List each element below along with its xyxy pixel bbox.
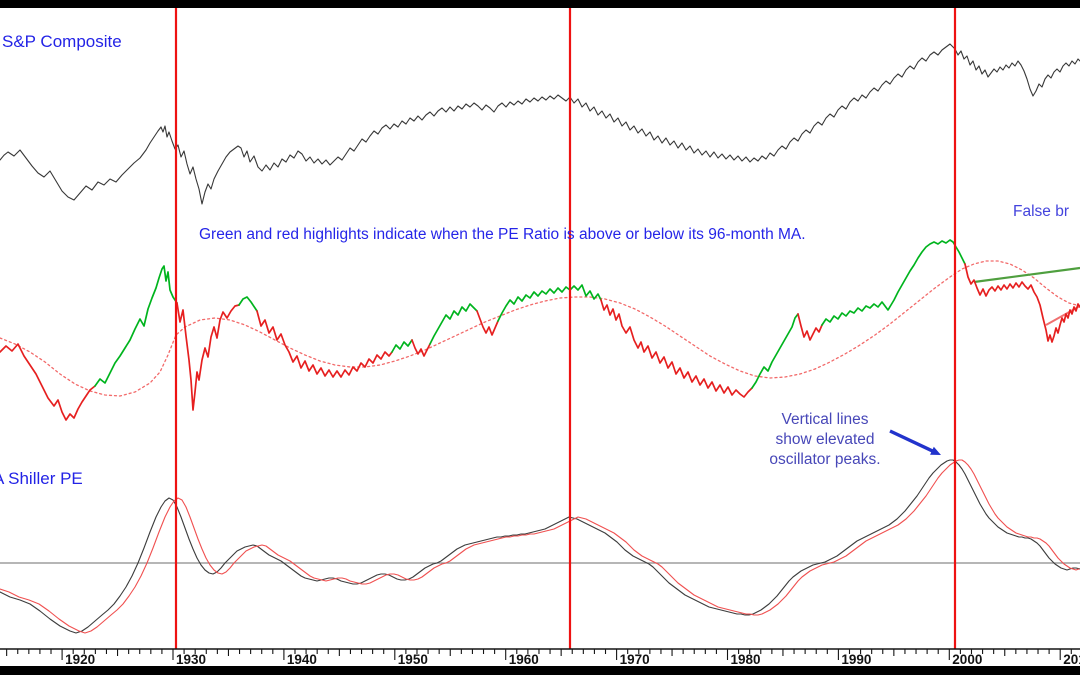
pe-ratio-segment-red [176, 302, 240, 411]
letterbox-bottom [0, 666, 1080, 675]
vertical-lines-note-line2: show elevated [775, 431, 875, 448]
pe-ratio-segment-green [429, 303, 478, 345]
x-tick-label: 1920 [65, 652, 95, 667]
pe-96month-ma-line [0, 260, 1080, 397]
pe-ratio-segment-red [256, 310, 393, 378]
x-tick-label: 1960 [509, 652, 539, 667]
oscillator-black-line [0, 459, 1080, 634]
sp-composite-line [0, 43, 1080, 205]
pe-ratio-segment-red [476, 310, 499, 336]
x-tick-label: 1980 [731, 652, 761, 667]
pe-ratio-segment-red [964, 263, 1080, 343]
x-tick-label: 1940 [287, 652, 317, 667]
vertical-lines-note-line3: oscillator peaks. [769, 451, 881, 468]
oscillator-red-line [0, 459, 1080, 634]
vertical-lines-note: Vertical lines show elevated oscillator … [756, 410, 894, 470]
pe-ratio-segment-red [600, 299, 753, 398]
x-tick-label: 1930 [176, 652, 206, 667]
pe-ratio-segment-red [411, 339, 431, 357]
pe-highlight-note: Green and red highlights indicate when t… [199, 226, 806, 243]
pe-ratio-segment-red [0, 343, 96, 421]
pe-ratio-segment-green [238, 296, 258, 312]
pe-ratio-segment-green [751, 313, 799, 389]
pe-ratio-segment-green [94, 265, 178, 387]
x-tick-label: 2010 [1063, 652, 1080, 667]
x-tick-label: 1950 [398, 652, 428, 667]
false-breakout-label: False br [1013, 203, 1069, 220]
annotation-arrow-shaft [889, 429, 937, 454]
x-tick-label: 1990 [841, 652, 871, 667]
pe-ratio-segment-green [391, 339, 413, 353]
x-tick-label: 2000 [952, 652, 982, 667]
pe-ratio-segment-red [797, 313, 823, 341]
x-tick-label: 1970 [620, 652, 650, 667]
annotation-arrow-head [930, 446, 941, 455]
sp-composite-label: S&P Composite [2, 32, 122, 51]
pe-ratio-segment-green [497, 284, 602, 322]
shiller-pe-label: A Shiller PE [0, 469, 83, 488]
trendline-green [973, 266, 1080, 284]
vertical-lines-note-line1: Vertical lines [781, 411, 869, 428]
letterbox-top [0, 0, 1080, 8]
pe-ratio-segment-green [821, 239, 966, 326]
